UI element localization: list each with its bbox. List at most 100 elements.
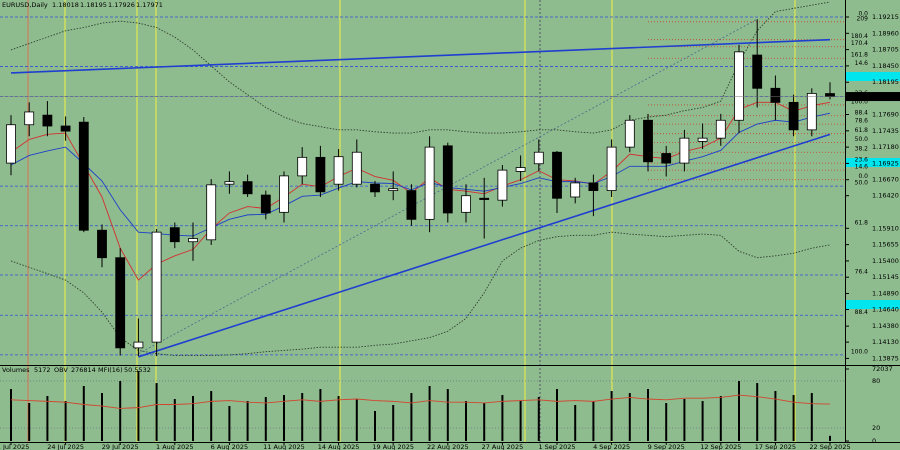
y-tick-label: 1.17690 [872,111,899,119]
fib-label: 100.0 [851,348,868,355]
candle-body [42,114,53,127]
y-tick-label: 72037 [872,365,893,373]
current-price-box [846,92,900,102]
fib-label: 78.6 [855,118,869,125]
x-tick-label: 12 Sep 2025 [700,443,741,450]
candle-body [315,156,326,193]
candle-body [242,181,253,195]
fib-label: 161.8 [851,52,868,59]
candle-body [697,137,708,142]
y-tick-label: 1.18705 [872,46,899,54]
candle-body [406,190,417,220]
candle-body [351,151,362,185]
trendline [138,18,758,354]
candle-body [770,87,781,103]
candle-body [133,341,144,349]
x-tick-label: 1 Sep 2025 [538,443,575,450]
y-tick-label: 1.14640 [872,306,899,314]
y-tick-label: 1.15400 [872,257,899,265]
candle-body [806,93,817,131]
x-tick-label: 24 Jul 2025 [47,443,84,450]
indicator-line [10,101,831,281]
fib-label: 14.6 [855,60,869,67]
x-tick-label: 27 Aug 2025 [482,443,524,450]
fib-label: 170.4 [851,40,868,47]
y-tick-label: 1.14890 [872,290,899,298]
candle-body [297,156,308,177]
fib-label: 38.2 [855,146,869,153]
x-tick-label: 11 Aug 2025 [263,443,305,450]
candle-body [461,195,471,213]
y-tick-label: 1.14380 [872,322,899,330]
fib-label: 76.4 [855,268,869,275]
candle-body [442,145,453,214]
x-tick-label: 9 Sep 2025 [648,443,685,450]
trendline [10,38,831,74]
x-tick-label: 22 Sep 2025 [809,443,850,450]
candle-body [497,169,508,201]
fib-label: 23.6 [855,157,869,164]
trendline [138,133,831,358]
y-tick-label: 1.15145 [872,273,899,281]
candle-body [752,54,763,89]
panel-header: MFI(16) [98,366,123,374]
panel-header: OBV [54,366,68,374]
x-tick-label: 14 Aug 2025 [318,443,360,450]
candle-body [206,184,217,241]
candle-body [97,229,107,259]
y-tick-label: 0 [872,437,876,445]
candle-body [515,167,526,172]
candle-body [333,156,344,185]
candle-body [6,124,16,164]
candle-body [24,111,35,126]
candle-body [679,137,690,164]
candle-body [115,257,126,349]
plot [0,1,845,441]
candle-body [661,153,672,164]
y-tick-label: 1.16670 [872,176,899,184]
y-tick-label: 1.16420 [872,192,899,200]
candle-body [370,183,380,193]
y-tick-label: 1.15910 [872,224,899,232]
header-value: 1.17926 [108,1,135,9]
fib-label: 61.8 [855,127,869,134]
candle-body [588,182,599,191]
indicator-line [10,112,831,237]
y-tick-label: 1.17180 [872,143,899,151]
candle-body [479,197,490,200]
candle-body [424,146,435,220]
panel-header: 50.5532 [124,366,151,374]
candle-body [188,238,198,243]
y-tick-label: 1.14130 [872,338,899,346]
fib-label: 14.6 [855,164,869,171]
candle-body [788,101,799,131]
x-tick-label: 21 Jul 2025 [0,443,29,450]
panel-header: 5172 [34,366,51,374]
candle-body [224,181,235,185]
y-tick-label: 1.16925 [872,159,899,167]
level-marker [846,300,900,309]
candle-body [533,151,544,165]
y-tick-label: 1.18450 [872,62,899,70]
y-tick-label: 1.13875 [872,354,899,362]
x-tick-label: 17 Sep 2025 [755,443,796,450]
header-value: 1.17971 [136,1,163,9]
candle-body [552,151,562,199]
candle-body [606,146,617,191]
fib-label: 88.4 [855,309,869,316]
current-price-label: 1.17971 [872,93,899,101]
x-tick-label: 1 Aug 2025 [156,443,194,450]
candle-body [570,182,581,198]
fib-label: 180.4 [851,33,868,40]
fib-label: 88.4 [855,109,869,116]
candle-body [734,51,744,121]
header-value: 1.18018 [52,1,79,9]
y-tick-label: 1.18195 [872,78,899,86]
fib-label: 50.0 [855,136,869,143]
session-lines [27,0,796,442]
x-tick-label: 22 Aug 2025 [427,443,469,450]
panel-header: Volumes [2,366,30,374]
y-tick-label: 1.15655 [872,241,899,249]
candle-body [78,121,89,231]
